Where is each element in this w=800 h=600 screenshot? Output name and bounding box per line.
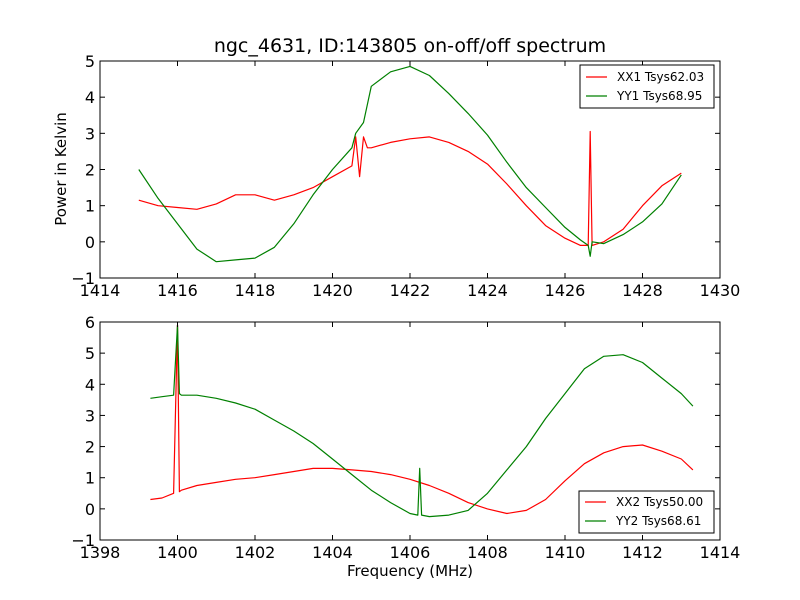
- y-tick-label: 0: [85, 500, 95, 519]
- bottom-chart-xlabel: Frequency (MHz): [347, 562, 473, 580]
- series-line-xx2: [150, 324, 694, 515]
- bottom-chart-legend: XX2 Tsys50.00 YY2 Tsys68.61: [578, 490, 715, 534]
- series-line-yy1: [138, 65, 682, 263]
- x-tick-label: 1424: [467, 281, 508, 300]
- x-tick-label: 1416: [157, 281, 198, 300]
- x-tick-label: 1422: [390, 281, 431, 300]
- y-tick-label: 1: [85, 197, 95, 216]
- y-tick-label: 5: [85, 344, 95, 363]
- x-tick-label: 1414: [700, 543, 741, 562]
- top-chart-legend: XX1 Tsys62.03 YY1 Tsys68.95: [579, 64, 715, 109]
- bottom-chart: Frequency (MHz) 1398 1400 1402 1404 1406 1408…: [71, 313, 740, 580]
- x-tick-label: 1426: [545, 281, 586, 300]
- bottom-chart-plot-area: 1398 1400 1402 1404 1406 1408 1410 1412 1414 −1 0 1…: [71, 313, 740, 562]
- x-tick-label: 1418: [235, 281, 276, 300]
- x-tick-label: 1406: [390, 543, 431, 562]
- x-tick-label: 1404: [312, 543, 353, 562]
- x-tick-label: 1402: [235, 543, 276, 562]
- y-tick-label: −1: [71, 269, 95, 288]
- x-tick-label: 1414: [80, 281, 121, 300]
- legend-label-xx2: XX2 Tsys50.00: [616, 495, 703, 509]
- series-line-xx1: [138, 130, 682, 246]
- x-tick-label: 1410: [545, 543, 586, 562]
- top-chart-plot-area: 1414 1416 1418 1420 1422 1424 1426 1428 1430 −1 0 1…: [71, 52, 740, 300]
- x-tick-label: 1398: [80, 543, 121, 562]
- x-tick-label: 1412: [622, 543, 663, 562]
- x-tick-label: 1428: [622, 281, 663, 300]
- y-tick-label: 2: [85, 438, 95, 457]
- series-line-yy2: [150, 324, 694, 518]
- top-chart-ylabel: Power in Kelvin: [52, 112, 70, 226]
- y-tick-label: 3: [85, 124, 95, 143]
- bottom-chart-legend-box: [578, 490, 715, 534]
- top-chart-legend-box: [579, 64, 715, 109]
- x-tick-label: 1400: [157, 543, 198, 562]
- y-tick-label: −1: [71, 531, 95, 550]
- y-tick-label: 4: [85, 88, 95, 107]
- y-tick-label: 1: [85, 469, 95, 488]
- x-tick-label: 1420: [312, 281, 353, 300]
- top-chart: ngc_4631, ID:143805 on-off/off spectrum …: [52, 35, 740, 300]
- top-chart-title: ngc_4631, ID:143805 on-off/off spectrum: [214, 35, 606, 57]
- y-tick-label: 5: [85, 52, 95, 71]
- legend-label-xx1: XX1 Tsys62.03: [617, 70, 704, 84]
- legend-label-yy1: YY1 Tsys68.95: [616, 89, 702, 103]
- x-tick-label: 1430: [700, 281, 741, 300]
- y-tick-label: 2: [85, 161, 95, 180]
- y-tick-label: 0: [85, 233, 95, 252]
- y-tick-label: 4: [85, 375, 95, 394]
- legend-label-yy2: YY2 Tsys68.61: [615, 514, 701, 528]
- y-tick-label: 6: [85, 313, 95, 332]
- x-tick-label: 1408: [467, 543, 508, 562]
- y-tick-label: 3: [85, 406, 95, 425]
